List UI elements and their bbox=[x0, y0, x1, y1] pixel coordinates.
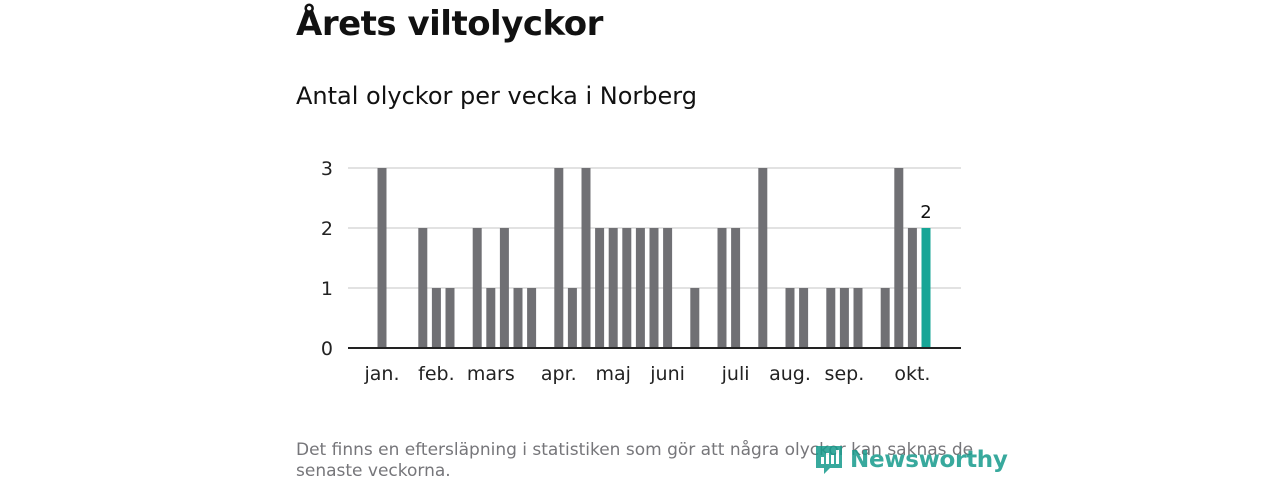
newsworthy-logo-icon bbox=[816, 446, 842, 474]
bar bbox=[567, 288, 577, 348]
bars bbox=[377, 168, 931, 348]
bar bbox=[635, 228, 645, 348]
y-tick-label: 0 bbox=[321, 338, 333, 360]
y-tick-label: 2 bbox=[321, 218, 333, 240]
bar bbox=[731, 228, 741, 348]
data-label-latest: 2 bbox=[920, 202, 931, 223]
footnote: Det finns en eftersläpning i statistiken… bbox=[296, 440, 974, 481]
bar bbox=[608, 228, 618, 348]
x-tick-label: juni bbox=[649, 363, 685, 385]
bar bbox=[418, 228, 428, 348]
bar bbox=[649, 228, 659, 348]
bar-highlight bbox=[921, 228, 931, 348]
bar bbox=[622, 228, 632, 348]
bar bbox=[527, 288, 537, 348]
bar bbox=[663, 228, 673, 348]
x-tick-label: okt. bbox=[894, 363, 930, 385]
bar bbox=[472, 228, 482, 348]
x-tick-label: juli bbox=[721, 363, 750, 385]
bar bbox=[377, 168, 387, 348]
bar bbox=[486, 288, 496, 348]
y-tick-label: 1 bbox=[321, 278, 333, 300]
x-tick-label: apr. bbox=[541, 363, 577, 385]
bar bbox=[758, 168, 768, 348]
bar bbox=[595, 228, 605, 348]
bar bbox=[431, 288, 441, 348]
x-axis-month-labels: jan. feb. mars apr. maj juni juli aug. sep. okt. bbox=[363, 363, 930, 385]
bar bbox=[880, 288, 890, 348]
x-tick-label: jan. bbox=[363, 363, 399, 385]
chart-subtitle: Antal olyckor per vecka i Norberg bbox=[296, 82, 697, 110]
bar bbox=[554, 168, 564, 348]
x-tick-label: aug. bbox=[769, 363, 811, 385]
x-tick-label: maj bbox=[595, 363, 630, 385]
data-labels: 2 bbox=[920, 202, 931, 223]
bar bbox=[445, 288, 455, 348]
newsworthy-logo: Newsworthy bbox=[814, 444, 1008, 476]
bar bbox=[513, 288, 523, 348]
newsworthy-logo-text: Newsworthy bbox=[850, 447, 1008, 473]
bar bbox=[826, 288, 836, 348]
y-axis-ticks: 0 1 2 3 bbox=[321, 158, 333, 360]
bar bbox=[907, 228, 917, 348]
bar bbox=[853, 288, 863, 348]
x-tick-label: mars bbox=[467, 363, 515, 385]
bar bbox=[499, 228, 509, 348]
x-tick-label: feb. bbox=[418, 363, 454, 385]
chart-title: Årets viltolyckor bbox=[296, 4, 603, 44]
bar bbox=[799, 288, 809, 348]
bar bbox=[690, 288, 700, 348]
bar bbox=[717, 228, 727, 348]
bar-chart: 0 1 2 3 jan. feb. mars apr. maj juni juli aug. sep.… bbox=[321, 158, 961, 385]
bar bbox=[785, 288, 795, 348]
y-tick-label: 3 bbox=[321, 158, 333, 180]
bar bbox=[894, 168, 904, 348]
bar bbox=[581, 168, 591, 348]
x-tick-label: sep. bbox=[825, 363, 865, 385]
bar bbox=[839, 288, 849, 348]
